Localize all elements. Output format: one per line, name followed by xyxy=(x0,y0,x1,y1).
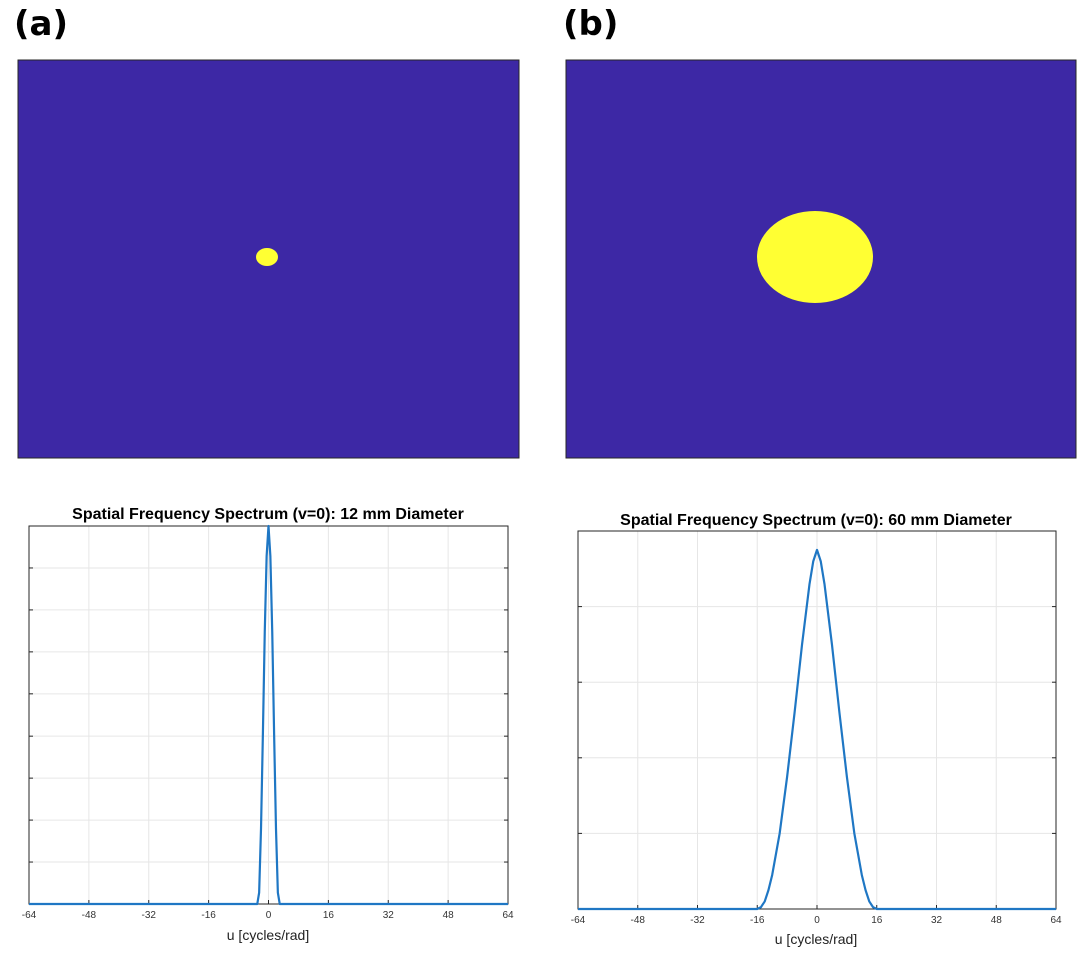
disc-b xyxy=(757,211,873,303)
plot-title-b: Spatial Frequency Spectrum (v=0): 60 mm … xyxy=(620,512,1012,529)
x-tick-label-b: -48 xyxy=(631,915,646,926)
panel-label-a: (a) xyxy=(14,4,69,44)
x-tick-label-b: -16 xyxy=(750,915,765,926)
axes-box-b xyxy=(577,530,1057,910)
x-tick-label-a: 16 xyxy=(323,910,335,921)
x-tick-label-b: 48 xyxy=(991,915,1003,926)
x-tick-label-b: -64 xyxy=(571,915,586,926)
spectrum-line-a xyxy=(29,524,508,906)
plot-title-a: Spatial Frequency Spectrum (v=0): 12 mm … xyxy=(72,506,464,523)
x-tick-label-b: 32 xyxy=(931,915,943,926)
x-tick-label-b: 64 xyxy=(1050,915,1062,926)
x-tick-label-a: 48 xyxy=(443,910,455,921)
spectrum-line-b xyxy=(578,548,1056,911)
x-tick-label-b: 16 xyxy=(871,915,883,926)
spectrum-plot-a: -64 -48 -32 -16 0 16 32 48 64 Spatial Frequency S… xyxy=(22,506,514,943)
disc-image-b xyxy=(565,59,1077,459)
x-tick-label-b: 0 xyxy=(814,915,820,926)
x-axis-label-b: u [cycles/rad] xyxy=(775,931,857,947)
x-tick-label-b: -32 xyxy=(690,915,705,926)
panel-label-b: (b) xyxy=(563,4,619,44)
x-tick-label-a: -48 xyxy=(82,910,97,921)
x-tick-label-a: 64 xyxy=(502,910,514,921)
x-tick-label-a: -16 xyxy=(201,910,216,921)
x-tick-label-a: 0 xyxy=(266,910,272,921)
spectrum-plot-b: -64 -48 -32 -16 0 16 32 48 64 Spatial Frequency S… xyxy=(571,512,1062,947)
x-tick-label-a: 32 xyxy=(383,910,395,921)
x-axis-label-a: u [cycles/rad] xyxy=(227,927,309,943)
disc-a xyxy=(256,248,278,266)
disc-image-a xyxy=(17,59,520,459)
x-tick-label-a: -64 xyxy=(22,910,37,921)
x-tick-label-a: -32 xyxy=(142,910,157,921)
